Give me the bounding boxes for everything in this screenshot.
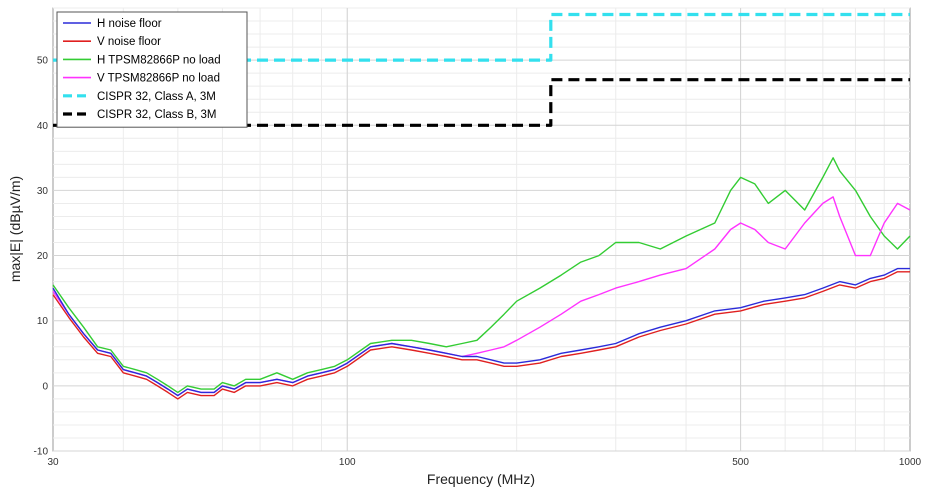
tick-labels: -10 0 10 20 30 40 50 30 100 500 1000 xyxy=(34,56,922,468)
legend-label: V noise floor xyxy=(97,36,161,48)
legend-label: H noise floor xyxy=(97,18,162,30)
y-tick-label: 50 xyxy=(37,56,49,67)
y-tick-label: 20 xyxy=(37,251,49,262)
x-tick-label: 1000 xyxy=(899,457,922,468)
x-axis-label: Frequency (MHz) xyxy=(427,471,535,487)
legend-label: V TPSM82866P no load xyxy=(97,73,220,85)
series-line-5 xyxy=(53,78,910,127)
y-tick-label: 10 xyxy=(37,316,49,327)
legend-label: CISPR 32, Class A, 3M xyxy=(97,91,216,103)
legend-label: H TPSM82866P no load xyxy=(97,54,221,66)
y-tick-label: 30 xyxy=(37,186,49,197)
y-tick-label: 40 xyxy=(37,121,49,132)
x-tick-label: 500 xyxy=(732,457,749,468)
grid xyxy=(53,7,910,452)
series-line-0 xyxy=(52,267,910,397)
series-line-2 xyxy=(52,157,911,394)
x-tick-label: 100 xyxy=(339,457,356,468)
y-tick-label: 0 xyxy=(42,381,48,392)
legend-label: CISPR 32, Class B, 3M xyxy=(97,109,217,121)
series-line-1 xyxy=(52,271,910,400)
legend-box xyxy=(56,11,248,128)
series-line-4 xyxy=(53,12,910,62)
y-axis-label: max|E| (dBµV/m) xyxy=(7,176,23,282)
x-tick-label: 30 xyxy=(47,457,59,468)
legend: H noise floor V noise floor H TPSM82866P n… xyxy=(56,11,248,128)
series-group xyxy=(52,12,911,400)
y-tick-label: -10 xyxy=(34,447,49,458)
